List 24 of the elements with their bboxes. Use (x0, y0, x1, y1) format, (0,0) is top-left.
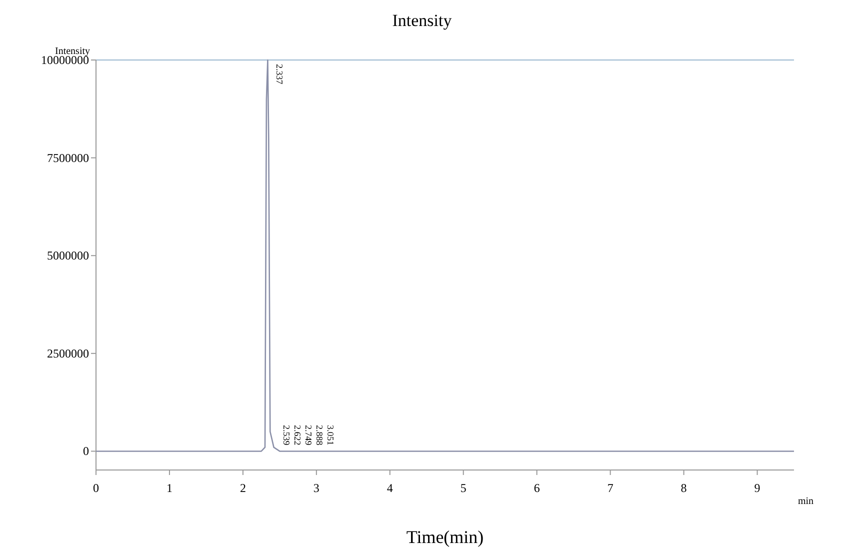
x-axis-title: Time(min) (406, 527, 484, 547)
x-tick-label: 2 (240, 481, 246, 495)
y-tick-label: 7500000 (47, 150, 89, 165)
chart-title: Intensity (392, 11, 452, 30)
annotation: 3.051 (326, 424, 336, 446)
x-tick-label: 9 (754, 481, 760, 495)
y-tick-label: 2500000 (47, 346, 89, 360)
y-tick-label: 0 (83, 444, 89, 458)
line-series (95, 59, 795, 452)
x-tick-label: 3 (313, 481, 320, 495)
x-tick-label: 5 (460, 481, 466, 495)
annotation: 2.749 (304, 424, 314, 446)
x-tick-label: 0 (93, 481, 99, 495)
annotation: 2.622 (292, 424, 303, 446)
x-tick-label: 8 (680, 481, 687, 495)
y-tick-label: 5000000 (47, 248, 89, 263)
x-tick-label: 1 (166, 481, 172, 495)
x-tick-label: 4 (386, 481, 393, 495)
annotation: 2.539 (282, 424, 292, 446)
annotation: 2.337 (274, 64, 285, 85)
annotation: 2.888 (314, 424, 325, 446)
x-tick-label: 6 (534, 481, 540, 495)
x-tick-label: 7 (607, 481, 614, 495)
text: min (798, 496, 814, 507)
